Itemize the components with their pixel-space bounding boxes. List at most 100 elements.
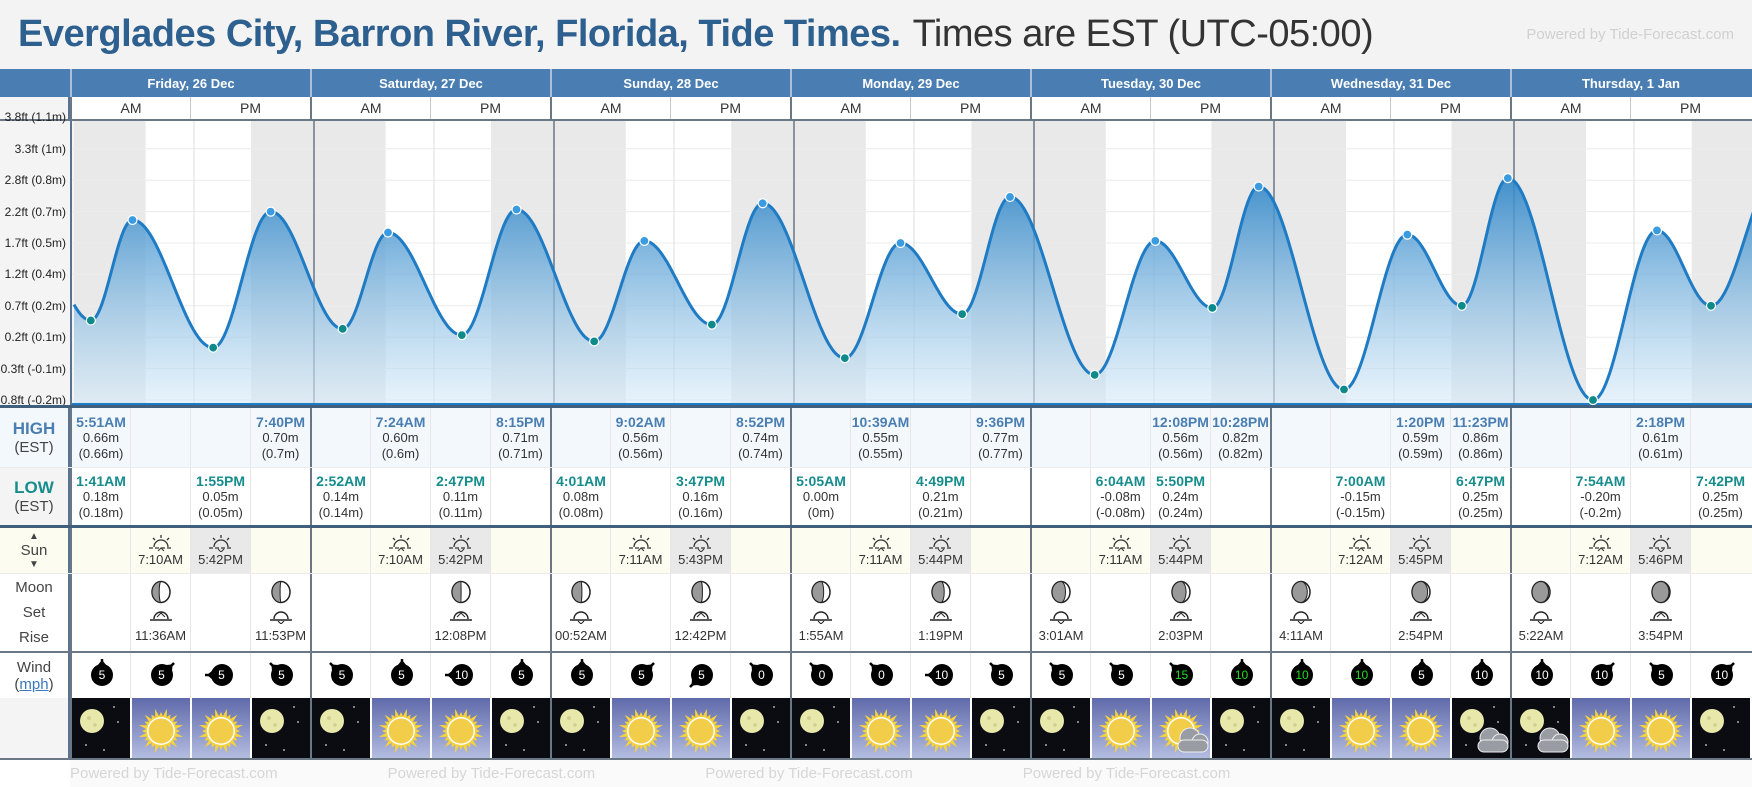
sunset-time: 5:42PM [438,551,483,567]
half-day-pm: PM [190,97,310,119]
slot-cell [610,468,670,525]
moon-weather-icon [492,698,550,758]
wind-cell: 15 [1150,653,1210,698]
low-tide-height-alt: (-0.08m) [1095,504,1146,520]
low-tide-height: 0.08m [562,488,600,504]
low-tide-point [1338,384,1350,395]
high-tide-height-alt: (0.61m) [1638,445,1683,461]
sunset-icon [1408,534,1433,552]
low-tide-cell: 7:42PM 0.25m (0.25m) [1690,468,1750,525]
wind-label-text: Wind [16,658,52,676]
slot-cell [1510,408,1570,467]
weather-cell [1570,698,1630,758]
weather-cell [1450,698,1510,758]
moon-label: Moon Set Rise [0,574,70,651]
slot-cell [910,408,970,467]
y-axis-label: 3.3ft (1m) [14,141,66,156]
moon-set-cell: 12:42PM [670,574,730,651]
high-tide-time: 2:18PM [1635,413,1686,430]
wind-label: Wind (mph) [0,653,70,698]
moon-phase-icon [1051,580,1071,604]
mph-unit-link[interactable]: mph [19,675,49,693]
high-tide-point [1150,235,1161,247]
sun-weather-icon [1572,698,1630,758]
moonrise-icon [269,611,292,624]
slot-cell [1030,408,1090,467]
high-tide-height: 0.77m [982,429,1019,445]
low-tide-time: 6:04AM [1095,472,1146,489]
y-axis-label: 3.8ft (1.1m) [4,110,66,125]
moon-set-cell: 12:08PM [430,574,490,651]
wind-cell: 10 [1510,653,1570,698]
high-tide-time: 7:40PM [255,413,306,430]
footer-watermark: Powered by Tide-Forecast.com Powered by T… [70,760,1752,787]
y-axis-label: 2.8ft (0.8m) [4,173,66,188]
wind-indicator: 10 [1524,658,1558,693]
slot-cell [850,468,910,525]
wind-speed: 10 [1710,663,1733,686]
wind-indicator: 5 [1404,658,1438,693]
slot-cell [790,528,850,573]
moon-phase-icon [571,580,591,604]
y-axis-label: 1.2ft (0.4m) [4,267,66,282]
weather-cell [70,698,130,758]
wind-speed: 0 [870,663,893,686]
wind-speed: 5 [1110,663,1133,686]
half-day-pm: PM [670,97,790,119]
slot-cell [310,528,370,573]
powered-by-link[interactable]: Powered by Tide-Forecast.com [1526,26,1734,43]
wind-speed: 10 [930,663,953,686]
sunset-time: 5:46PM [1638,551,1683,567]
moon-weather-icon [552,698,610,758]
high-tide-time: 5:51AM [76,413,126,430]
slot-cell [310,574,370,651]
weather-cell [670,698,730,758]
high-tide-time: 10:39AM [851,413,910,430]
wind-row: Wind (mph) 5 5 5 5 5 5 10 5 5 5 5 0 0 0 10 5 5 5 15 10 10 10 5 1… [0,651,1752,698]
moonset-icon [1649,611,1672,621]
wind-speed: 5 [690,663,713,686]
high-tide-point [895,237,906,249]
low-tide-point [706,319,717,330]
weather-cell [910,698,970,758]
slot-cell [1090,574,1150,651]
corner [0,69,70,97]
moon-phase-icon [270,580,291,604]
moonset-icon [929,611,952,621]
sunset-cell: 5:44PM [1150,528,1210,573]
y-axis-label: 1.7ft (0.5m) [4,236,66,250]
slot-cell [1630,468,1690,525]
half-day-am: AM [310,97,430,119]
slot-cell [730,574,790,651]
sunrise-icon [868,534,893,551]
high-tide-height: 0.60m [382,429,419,445]
low-tide-time: 2:47PM [435,472,486,489]
moon-rise-cell: 3:01AM [1030,574,1090,651]
wind-cell: 10 [1270,653,1330,698]
moon-weather-icon [1692,698,1750,758]
slot-cell [970,528,1030,573]
wind-cell: 5 [1630,653,1690,698]
timezone-label: (EST) [14,498,54,515]
sunset-cell: 5:44PM [910,528,970,573]
y-axis-label: -0.3ft (-0.1m) [0,361,66,376]
low-tide-cell: 1:55PM 0.05m (0.05m) [190,468,250,525]
wind-speed: 0 [811,663,833,686]
slot-cell [1570,408,1630,467]
sun-weather-icon [1332,698,1390,758]
sunrise-cell: 7:12AM [1330,528,1390,573]
sun-weather-icon [192,698,250,758]
low-tide-height: 0.21m [922,488,959,504]
wind-indicator: 0 [744,659,778,693]
sun-label-text: Sun [20,542,48,559]
low-tide-height: 0.11m [442,488,479,504]
y-axis-label: 0.7ft (0.2m) [4,298,66,313]
moon-rise-time: 5:22AM [1518,628,1564,643]
day-header: Monday, 29 Dec [790,69,1030,97]
slot-cell [1510,468,1570,525]
high-tide-time: 9:36PM [975,413,1026,430]
sun-weather-icon [852,698,910,758]
low-tide-point [1207,302,1218,313]
weather-cell [550,698,610,758]
moon-weather-icon [792,698,850,758]
